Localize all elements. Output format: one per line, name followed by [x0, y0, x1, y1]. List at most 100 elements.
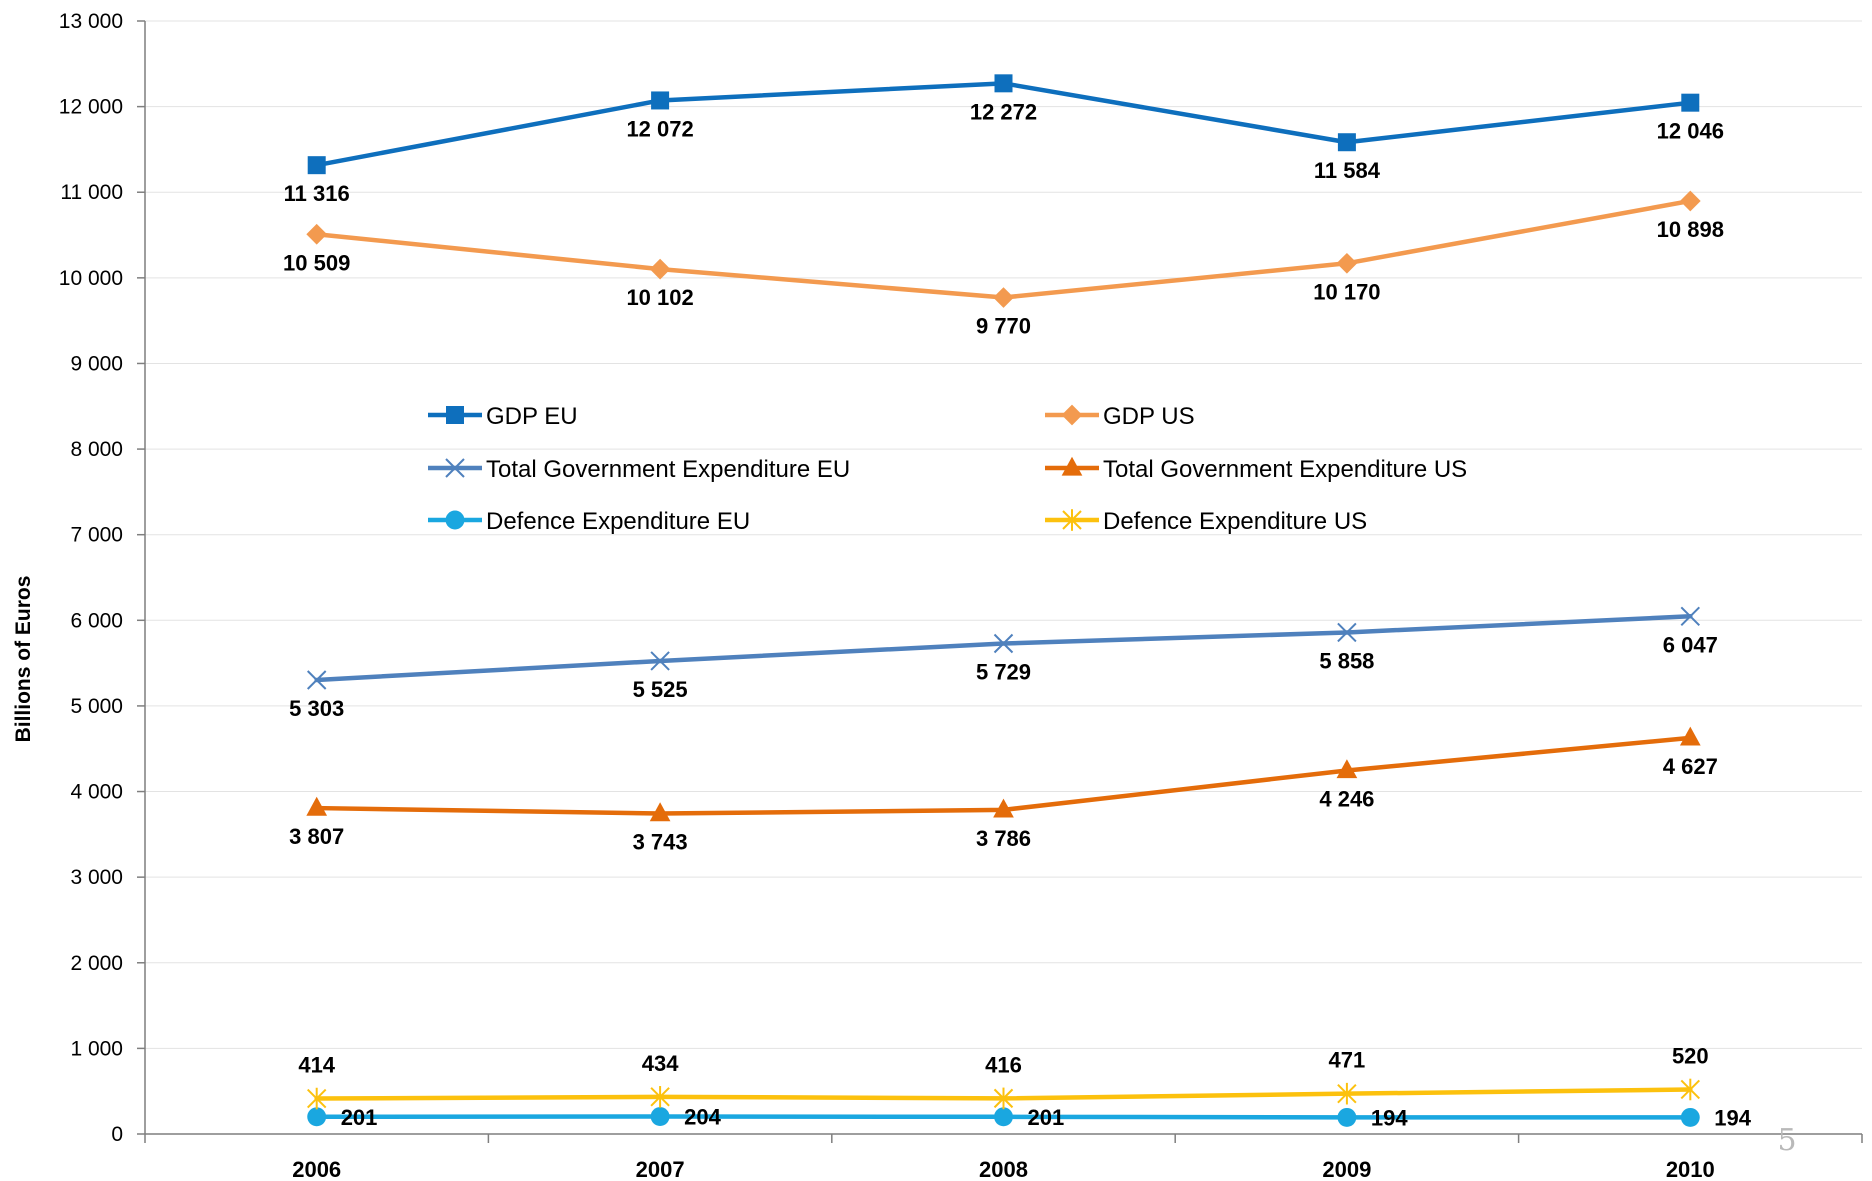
- legend-marker: [1062, 509, 1082, 531]
- data-label: 10 170: [1313, 279, 1380, 304]
- data-label: 3 786: [976, 826, 1031, 851]
- data-label: 3 807: [289, 824, 344, 849]
- data-point: [651, 91, 670, 110]
- data-point: [1680, 606, 1701, 626]
- y-tick-label: 12 000: [59, 96, 123, 119]
- legend-marker: [1061, 456, 1083, 476]
- data-point-stroke: [1680, 606, 1701, 626]
- legend-marker: [445, 458, 465, 478]
- data-point: [649, 802, 671, 822]
- data-point: [994, 74, 1013, 93]
- series-1: [307, 74, 1700, 175]
- y-tick-label: 5 000: [70, 695, 123, 718]
- data-label: 5 303: [289, 696, 344, 721]
- data-label: 201: [341, 1105, 378, 1130]
- legend-item: Total Government Expenditure EU: [428, 456, 850, 483]
- y-tick-label: 7 000: [70, 524, 123, 547]
- data-label: 6 047: [1663, 632, 1718, 657]
- data-point: [993, 287, 1014, 308]
- legend-item: GDP EU: [428, 403, 578, 430]
- data-point: [994, 1107, 1013, 1127]
- data-point: [1337, 133, 1356, 152]
- legend-marker-stroke: [445, 458, 465, 478]
- data-label: 10 102: [626, 285, 693, 310]
- data-point: [1679, 190, 1701, 212]
- legend-marker: [445, 510, 465, 530]
- y-tick-label: 8 000: [70, 438, 123, 461]
- data-point: [1336, 759, 1358, 779]
- legend-label: Defence Expenditure EU: [486, 508, 750, 535]
- y-axis-title: Billions of Euros: [12, 576, 35, 743]
- y-tick-label: 13 000: [59, 10, 123, 33]
- data-label: 12 046: [1657, 119, 1724, 144]
- legend-item: GDP US: [1045, 403, 1195, 430]
- data-point: [1680, 1107, 1700, 1127]
- data-label: 204: [684, 1105, 721, 1130]
- data-point: [1679, 726, 1701, 746]
- data-point: [993, 1087, 1014, 1110]
- data-point: [1336, 252, 1358, 274]
- legend-item: Defence Expenditure US: [1045, 508, 1367, 535]
- data-label: 414: [298, 1053, 335, 1078]
- data-label: 520: [1672, 1043, 1709, 1068]
- x-tick-label: 2008: [979, 1157, 1028, 1181]
- data-label: 416: [985, 1052, 1022, 1077]
- data-label: 201: [1028, 1105, 1065, 1130]
- data-point: [1337, 1107, 1357, 1127]
- data-label: 471: [1329, 1048, 1366, 1073]
- y-tick-label: 0: [111, 1123, 123, 1146]
- data-point: [1337, 1082, 1357, 1105]
- x-tick-label: 2010: [1666, 1157, 1715, 1181]
- y-tick-label: 2 000: [70, 952, 123, 975]
- data-label: 194: [1714, 1105, 1751, 1130]
- x-tick-label: 2009: [1322, 1157, 1371, 1181]
- data-labels: 11 316 12 072 12 272 11 584 12 046 10 509 10 1…: [283, 99, 1752, 1130]
- data-point: [1337, 622, 1357, 643]
- data-label: 5 858: [1319, 648, 1374, 673]
- data-label: 434: [642, 1051, 679, 1076]
- data-label: 4 246: [1319, 786, 1374, 811]
- x-tick-label: 2006: [292, 1157, 341, 1181]
- legend-label: GDP EU: [486, 403, 578, 430]
- data-point: [306, 670, 327, 690]
- x-tick-label: 2007: [636, 1157, 685, 1181]
- series-6: [306, 1078, 1701, 1110]
- data-point-stroke: [306, 670, 327, 690]
- data-label: 11 316: [284, 181, 350, 206]
- data-label: 3 743: [633, 830, 688, 855]
- data-label: 194: [1371, 1105, 1408, 1130]
- data-point-stroke: [1337, 622, 1357, 643]
- data-label: 4 627: [1663, 754, 1718, 779]
- series-4: [306, 726, 1701, 822]
- data-label: 12 072: [626, 116, 693, 141]
- y-tick-label: 1 000: [70, 1037, 123, 1060]
- data-point: [650, 1107, 670, 1126]
- legend: GDP EU GDP US Total Government Expenditure…: [428, 403, 1467, 535]
- data-point: [650, 1086, 670, 1108]
- page-number: 5: [1777, 1123, 1796, 1158]
- data-point: [306, 796, 328, 816]
- legend-marker: [1061, 404, 1083, 426]
- y-tick-label: 3 000: [70, 866, 123, 889]
- series-line: [314, 198, 1693, 300]
- legend-label: Defence Expenditure US: [1103, 508, 1367, 535]
- legend-label: GDP US: [1103, 403, 1195, 430]
- series-3: [306, 606, 1701, 690]
- data-point: [993, 633, 1014, 654]
- series-2: [306, 190, 1701, 308]
- data-label: 9 770: [976, 314, 1031, 339]
- data-label: 12 272: [970, 99, 1037, 124]
- legend-label: Total Government Expenditure US: [1103, 456, 1467, 483]
- legend-marker: [446, 406, 464, 424]
- data-point: [649, 258, 671, 280]
- data-point: [650, 651, 670, 671]
- data-point: [307, 1107, 327, 1127]
- legend-item: Total Government Expenditure US: [1045, 456, 1467, 483]
- data-point-stroke: [650, 651, 670, 671]
- y-tick-label: 4 000: [70, 781, 123, 804]
- y-tick-label: 11 000: [60, 181, 123, 204]
- data-label: 5 729: [976, 660, 1031, 685]
- legend-label: Total Government Expenditure EU: [486, 456, 850, 483]
- series-5: [307, 1107, 1700, 1127]
